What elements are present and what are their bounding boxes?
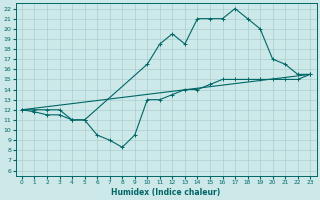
X-axis label: Humidex (Indice chaleur): Humidex (Indice chaleur) bbox=[111, 188, 221, 197]
